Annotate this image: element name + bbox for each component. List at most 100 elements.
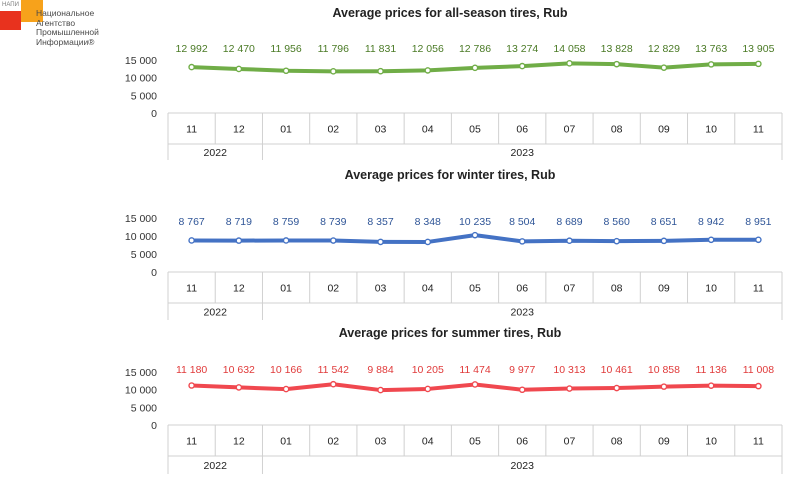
data-label: 11 542 bbox=[318, 364, 349, 376]
data-label: 11 796 bbox=[318, 43, 349, 55]
month-label: 03 bbox=[375, 124, 387, 136]
data-label: 11 474 bbox=[459, 364, 490, 376]
data-label: 8 689 bbox=[556, 216, 582, 228]
data-point bbox=[282, 237, 290, 244]
month-label: 04 bbox=[422, 283, 434, 295]
data-point bbox=[282, 67, 290, 75]
month-label: 01 bbox=[280, 436, 292, 448]
month-label: 05 bbox=[469, 283, 481, 295]
logo-red-block bbox=[0, 11, 21, 30]
chart-title: Average prices for all-season tires, Rub bbox=[332, 6, 567, 20]
napi-logo: НАПИ Национальное Агентство Промышленной… bbox=[0, 0, 100, 62]
month-label: 09 bbox=[658, 283, 670, 295]
month-label: 03 bbox=[375, 436, 387, 448]
data-point bbox=[471, 64, 479, 72]
month-label: 05 bbox=[469, 436, 481, 448]
month-label: 05 bbox=[469, 124, 481, 136]
month-label: 11 bbox=[186, 436, 197, 448]
month-label: 11 bbox=[753, 283, 764, 295]
month-label: 06 bbox=[516, 436, 528, 448]
data-point bbox=[471, 231, 479, 239]
data-point bbox=[707, 382, 715, 389]
data-label: 12 470 bbox=[223, 43, 255, 55]
month-label: 06 bbox=[516, 283, 528, 295]
data-label: 10 461 bbox=[601, 364, 633, 376]
data-label: 10 313 bbox=[553, 364, 585, 376]
month-label: 02 bbox=[327, 283, 339, 295]
data-label: 11 956 bbox=[270, 43, 301, 55]
data-point bbox=[755, 236, 762, 244]
data-point bbox=[707, 236, 715, 244]
data-point bbox=[330, 68, 337, 75]
month-label: 09 bbox=[658, 124, 670, 136]
data-point bbox=[188, 237, 195, 244]
month-label: 07 bbox=[564, 436, 576, 448]
month-label: 08 bbox=[611, 436, 623, 448]
data-point bbox=[613, 237, 620, 245]
data-label: 10 858 bbox=[648, 364, 680, 376]
data-point bbox=[518, 238, 526, 245]
y-tick-label: 15 000 bbox=[125, 367, 157, 379]
chart-panel: Average prices for winter tires, Rub 05 0… bbox=[125, 168, 783, 320]
data-label: 11 008 bbox=[743, 364, 774, 376]
month-label: 01 bbox=[280, 283, 292, 295]
data-label: 13 763 bbox=[695, 43, 727, 55]
data-point bbox=[235, 237, 243, 244]
data-point bbox=[471, 381, 479, 388]
chart-panel: Average prices for all-season tires, Rub… bbox=[125, 6, 783, 160]
data-point bbox=[188, 63, 195, 71]
month-label: 12 bbox=[233, 436, 245, 448]
month-label: 08 bbox=[611, 124, 623, 136]
year-label: 2022 bbox=[204, 147, 228, 159]
logo-mark bbox=[0, 0, 43, 30]
month-label: 12 bbox=[233, 124, 245, 136]
data-label: 8 348 bbox=[415, 216, 441, 228]
month-label: 11 bbox=[186, 124, 197, 136]
data-label: 8 739 bbox=[320, 216, 346, 228]
data-point bbox=[330, 237, 337, 244]
month-label: 11 bbox=[753, 436, 764, 448]
year-label: 2023 bbox=[511, 460, 535, 472]
y-tick-label: 0 bbox=[151, 108, 157, 120]
data-point bbox=[424, 385, 432, 393]
month-label: 02 bbox=[327, 124, 339, 136]
data-label: 8 357 bbox=[367, 216, 393, 228]
data-label: 11 831 bbox=[365, 43, 396, 55]
data-point bbox=[424, 67, 432, 74]
logo-small-label: НАПИ bbox=[2, 2, 19, 8]
month-label: 11 bbox=[753, 124, 764, 136]
month-label: 11 bbox=[186, 283, 197, 295]
data-point bbox=[660, 383, 668, 390]
data-point bbox=[330, 380, 337, 388]
data-label: 8 767 bbox=[178, 216, 204, 228]
month-label: 10 bbox=[705, 283, 717, 295]
data-label: 12 992 bbox=[176, 43, 208, 55]
data-point bbox=[566, 60, 573, 67]
chart-title: Average prices for summer tires, Rub bbox=[339, 326, 562, 340]
year-label: 2022 bbox=[204, 307, 228, 319]
month-label: 08 bbox=[611, 283, 623, 295]
data-label: 13 905 bbox=[742, 43, 774, 55]
data-label: 11 180 bbox=[176, 364, 207, 376]
chart-title: Average prices for winter tires, Rub bbox=[345, 168, 556, 182]
logo-white-block bbox=[0, 0, 21, 11]
data-point bbox=[613, 60, 620, 68]
data-point bbox=[566, 385, 573, 392]
data-point bbox=[377, 238, 384, 246]
month-label: 12 bbox=[233, 283, 245, 295]
data-label: 8 651 bbox=[651, 216, 677, 228]
logo-text: Национальное Агентство Промышленной Инфо… bbox=[36, 8, 106, 47]
data-point bbox=[377, 386, 384, 394]
data-point bbox=[424, 238, 432, 246]
data-point bbox=[518, 386, 526, 394]
month-label: 07 bbox=[564, 283, 576, 295]
month-label: 04 bbox=[422, 124, 434, 136]
year-label: 2022 bbox=[204, 460, 228, 472]
data-label: 8 560 bbox=[604, 216, 630, 228]
data-label: 10 632 bbox=[223, 364, 255, 376]
y-tick-label: 0 bbox=[151, 267, 157, 279]
y-tick-label: 5 000 bbox=[131, 90, 157, 102]
y-tick-label: 15 000 bbox=[125, 213, 157, 225]
data-point bbox=[660, 237, 668, 245]
data-point bbox=[282, 385, 290, 393]
